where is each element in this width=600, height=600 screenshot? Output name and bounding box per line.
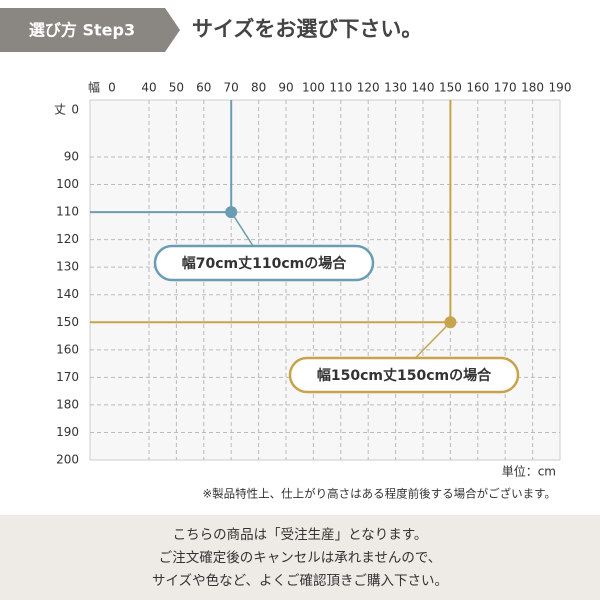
y-tick-label: 120: [56, 232, 79, 246]
y-tick-label: 150: [56, 315, 79, 329]
x-tick-label: 120: [357, 81, 380, 95]
x-tick-label: 160: [466, 81, 489, 95]
x-tick-label: 60: [196, 81, 211, 95]
callout: [153, 244, 375, 282]
x-axis-label: 幅: [88, 80, 100, 95]
y-tick-label: 0: [71, 103, 79, 117]
x-tick-label: 70: [224, 81, 239, 95]
x-tick-label: 50: [169, 81, 184, 95]
x-tick-label: 40: [141, 81, 156, 95]
point: [225, 206, 238, 219]
y-axis-label: 丈: [54, 103, 66, 117]
x-tick-label: 80: [251, 81, 266, 95]
x-tick-label: 150: [439, 81, 462, 95]
y-tick-label: 180: [56, 397, 79, 411]
y-tick-label: 130: [56, 260, 79, 274]
callout-label: 幅150cm丈150cmの場合: [317, 367, 492, 384]
notice-line: こちらの商品は「受注生産」となります。: [173, 527, 428, 543]
y-tick-label: 200: [56, 453, 79, 467]
y-tick-label: 170: [56, 370, 79, 384]
x-tick-label: 140: [412, 81, 435, 95]
callout-connector: [414, 321, 451, 359]
notice-line: ご注文確定後のキャンセルは承れませんので、: [159, 550, 442, 566]
step-label: 選び方 Step3: [29, 21, 135, 40]
callout-label: 幅70cm丈110cmの場合: [182, 255, 347, 272]
x-tick-label: 170: [494, 81, 517, 95]
point: [444, 316, 457, 329]
callout-connector: [230, 211, 254, 247]
y-tick-label: 110: [56, 205, 79, 219]
page-title: サイズをお選び下さい。: [192, 17, 422, 41]
x-tick-label: 130: [384, 81, 407, 95]
y-tick-label: 90: [64, 150, 79, 164]
step-badge: [0, 8, 180, 52]
x-tick-label: 90: [278, 81, 293, 95]
unit: 単位：cm: [502, 464, 556, 479]
y-tick-label: 140: [56, 287, 79, 301]
x-tick-label: 100: [302, 81, 325, 95]
y-tick-label: 100: [56, 177, 79, 191]
callout: [288, 356, 520, 394]
note: ※製品特性上、仕上がり高さはある程度前後する場合がございます。: [203, 487, 556, 501]
x-tick-label: 0: [108, 81, 116, 95]
x-tick-label: 110: [329, 81, 352, 95]
x-tick-label: 180: [521, 81, 544, 95]
x-tick-label: 190: [549, 81, 572, 95]
notice-line: サイズや色など、よくご確認頂きご購入下さい。: [152, 572, 448, 589]
notice-box: [0, 515, 600, 600]
y-tick-label: 190: [56, 425, 79, 439]
y-tick-label: 160: [56, 342, 79, 356]
